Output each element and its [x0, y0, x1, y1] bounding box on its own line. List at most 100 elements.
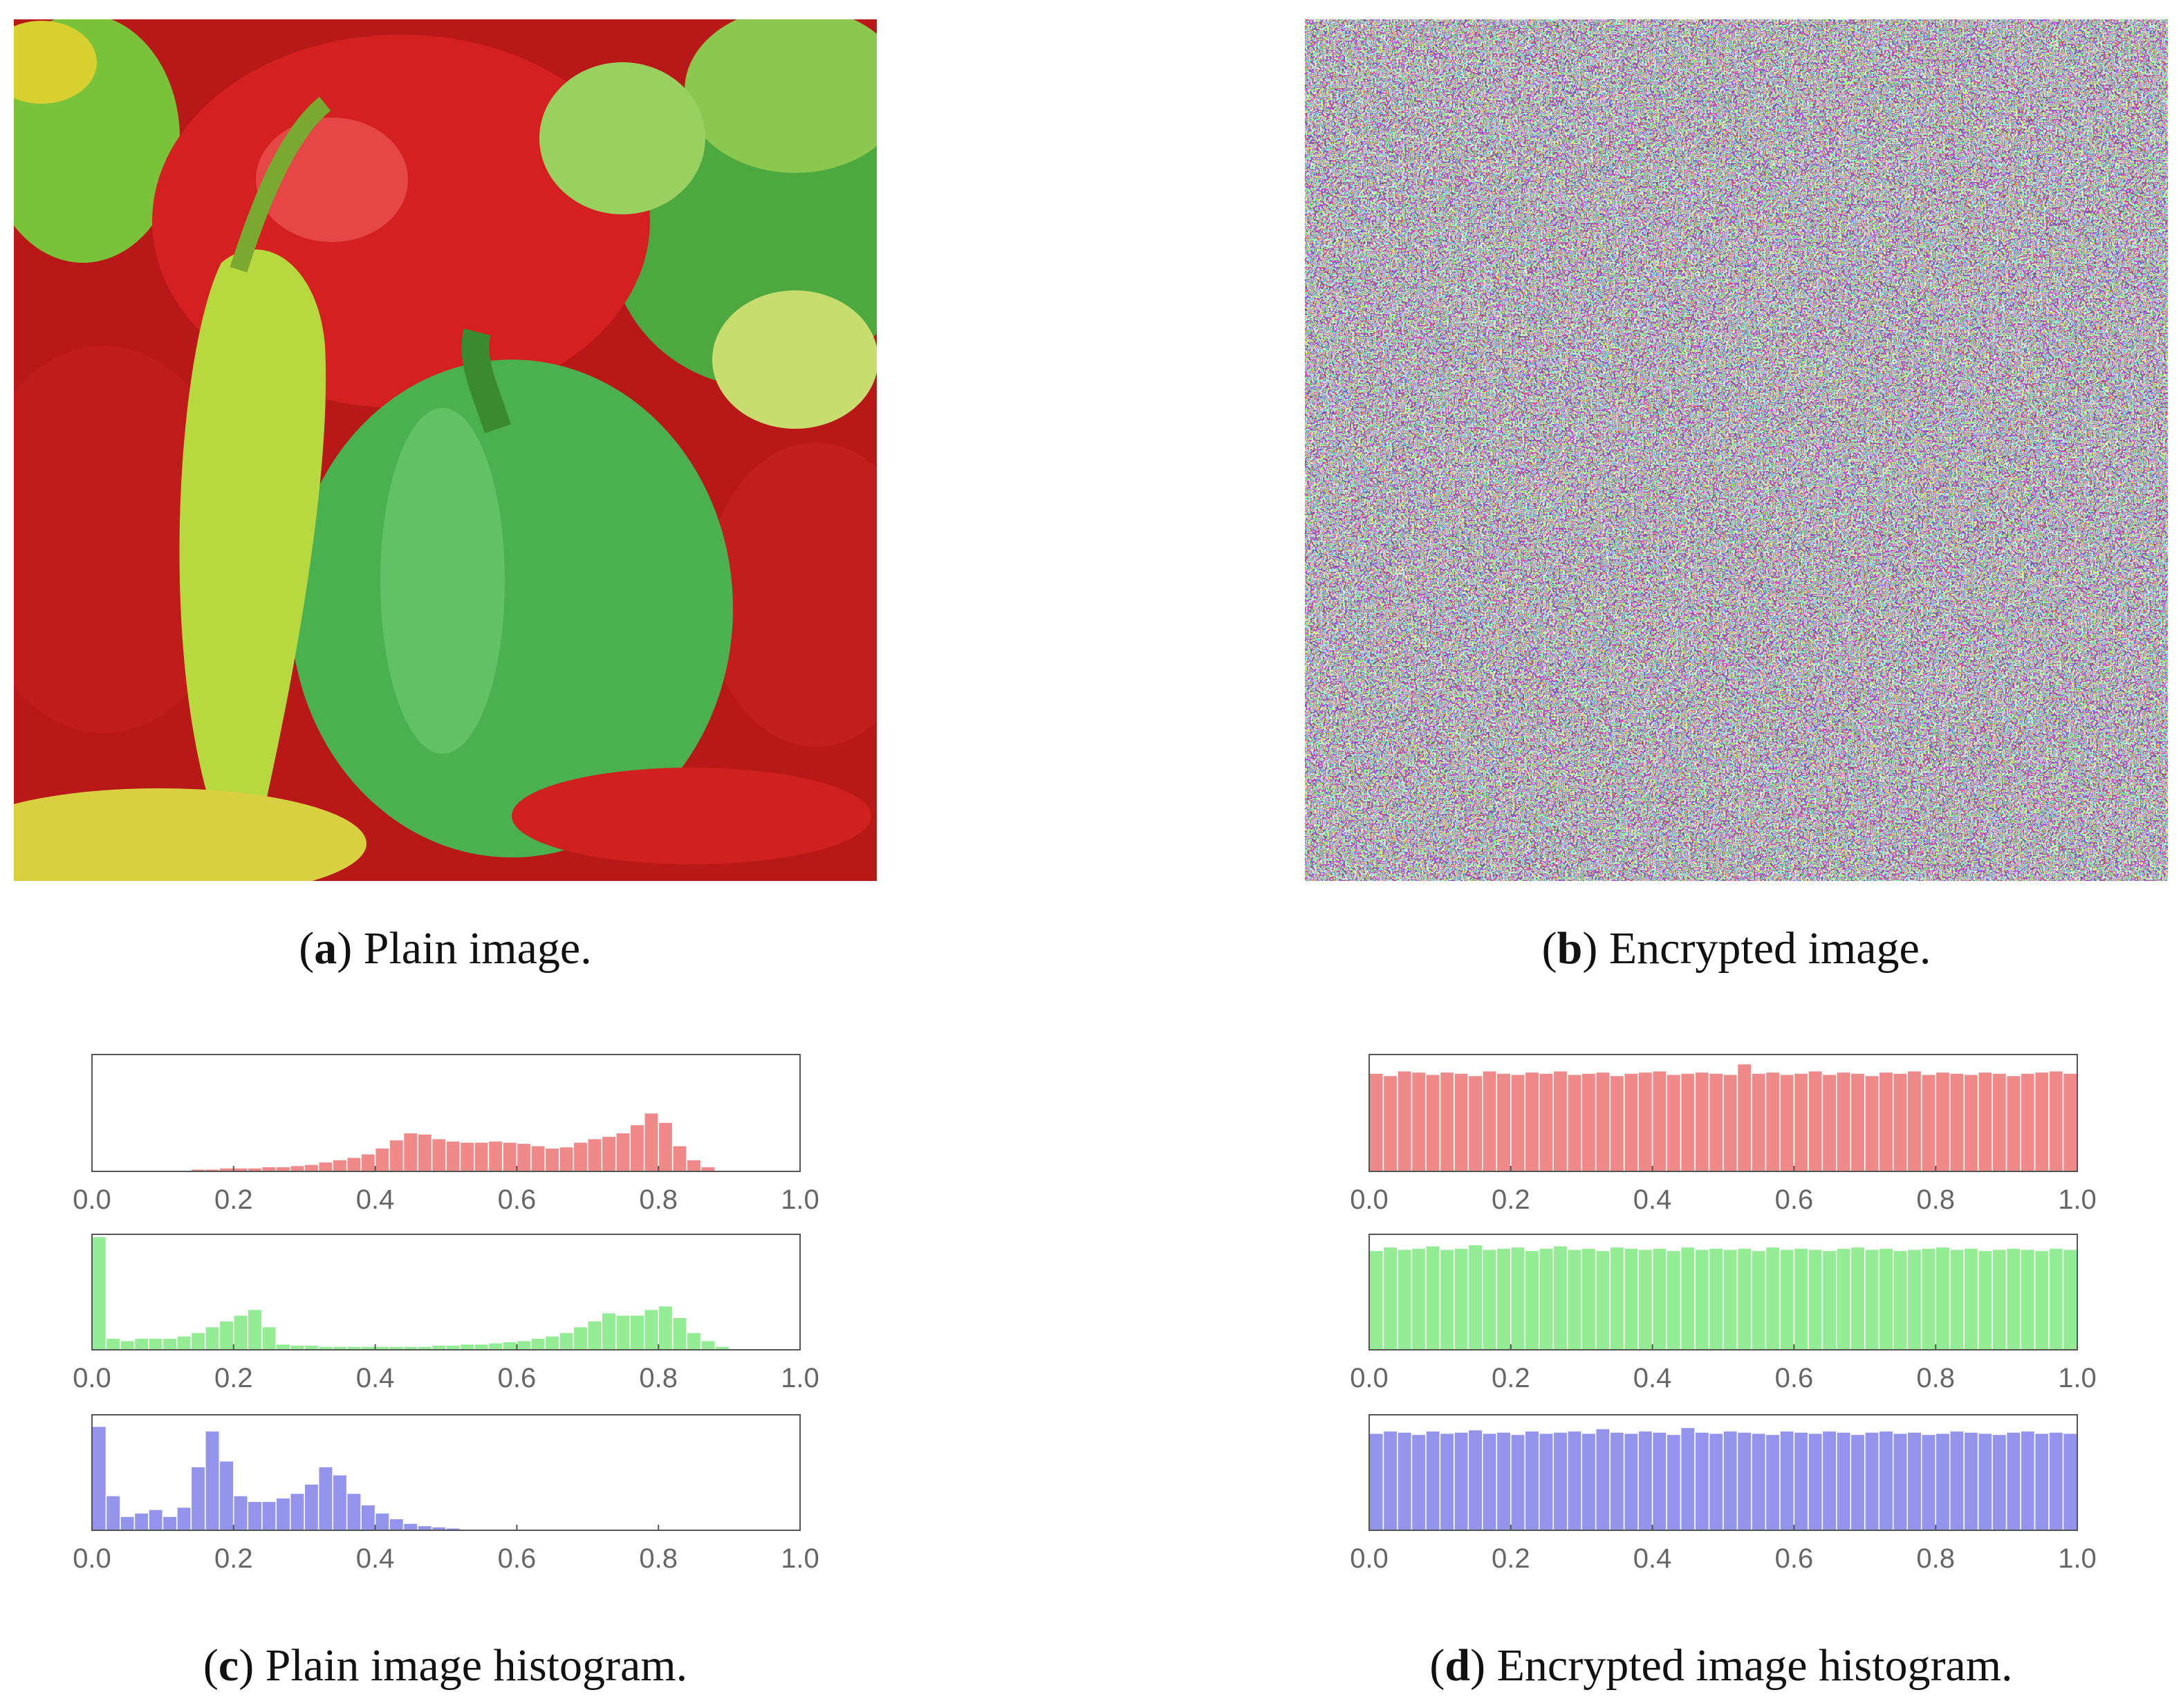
bar	[1977, 1432, 1993, 1531]
bar	[1411, 1071, 1427, 1172]
bar	[1808, 1248, 1823, 1350]
bar	[1411, 1247, 1427, 1350]
x-tick-label: 0.4	[356, 1363, 395, 1393]
plot-frame	[91, 1414, 801, 1531]
bar	[686, 1332, 702, 1350]
bar	[1467, 1075, 1483, 1172]
bar	[317, 1466, 333, 1531]
bar	[2034, 1250, 2050, 1350]
bar	[1510, 1246, 1526, 1350]
bar	[360, 1153, 376, 1172]
bar	[289, 1164, 305, 1172]
x-tick-label: 0.0	[1350, 1543, 1389, 1574]
bar	[1368, 1432, 1384, 1531]
bar	[1552, 1070, 1568, 1172]
bar	[2048, 1247, 2064, 1350]
x-tick-label: 0.0	[1350, 1185, 1389, 1215]
bar	[671, 1317, 687, 1350]
bar	[1496, 1247, 1512, 1350]
bar	[516, 1339, 532, 1350]
bar	[1949, 1073, 1965, 1172]
bar	[289, 1344, 305, 1350]
bar	[1751, 1432, 1767, 1531]
bar	[459, 1142, 475, 1172]
bar	[544, 1147, 560, 1172]
bar	[1836, 1071, 1852, 1172]
bar	[1850, 1246, 1866, 1350]
bar	[219, 1460, 234, 1531]
bar	[1708, 1247, 1724, 1350]
bar	[261, 1166, 277, 1172]
bar	[700, 1166, 716, 1172]
bar	[1963, 1431, 1979, 1531]
bar	[176, 1335, 192, 1350]
bar	[304, 1344, 319, 1350]
caption: (b) Encrypted image.	[1542, 923, 1931, 974]
bar	[1821, 1250, 1837, 1350]
bar	[1609, 1246, 1625, 1350]
bar	[346, 1492, 362, 1531]
x-tick-label: 0.8	[639, 1363, 678, 1393]
bar	[1779, 1073, 1795, 1172]
bar	[643, 1112, 659, 1172]
plot-frame	[1368, 1054, 2078, 1172]
bar	[1680, 1427, 1696, 1531]
bar	[247, 1501, 263, 1531]
bar	[261, 1501, 277, 1531]
bar	[1935, 1071, 1951, 1172]
bar	[1963, 1247, 1979, 1350]
bar	[573, 1326, 588, 1350]
bar	[1977, 1071, 1993, 1172]
bar	[658, 1305, 674, 1350]
bar	[1906, 1070, 1922, 1172]
bar	[91, 1236, 107, 1350]
bar	[289, 1492, 305, 1531]
x-tick-label: 0.4	[1633, 1543, 1672, 1574]
caption-part: ) Encrypted image histogram.	[1470, 1640, 2012, 1691]
bar	[1496, 1073, 1512, 1172]
bar	[1836, 1247, 1852, 1350]
bar	[2034, 1432, 2050, 1531]
caption: (a) Plain image.	[299, 923, 591, 974]
x-tick-label: 0.6	[498, 1363, 537, 1393]
bar	[317, 1161, 333, 1172]
bar	[686, 1159, 702, 1172]
bar	[1751, 1250, 1767, 1350]
x-tick-label: 0.0	[73, 1543, 111, 1574]
bar	[1411, 1433, 1427, 1531]
bar	[1893, 1250, 1908, 1350]
bar	[1836, 1431, 1852, 1531]
bar	[1821, 1073, 1837, 1172]
bar	[1552, 1431, 1568, 1531]
bar	[1977, 1250, 1993, 1350]
bar	[573, 1142, 588, 1172]
x-tick-label: 1.0	[781, 1363, 819, 1393]
bar	[1949, 1430, 1965, 1531]
bar	[1821, 1430, 1837, 1531]
bar	[374, 1147, 390, 1172]
bar	[502, 1142, 518, 1172]
bar	[389, 1139, 405, 1172]
bar	[205, 1430, 221, 1531]
bar	[1382, 1246, 1398, 1350]
bar	[1581, 1073, 1597, 1172]
bar	[1666, 1073, 1682, 1172]
bar	[389, 1518, 405, 1531]
bar	[530, 1337, 546, 1350]
bar	[587, 1320, 603, 1350]
bar	[205, 1326, 221, 1350]
bar	[1694, 1248, 1710, 1350]
bar	[1765, 1433, 1781, 1531]
bar	[1368, 1250, 1384, 1350]
bar	[1595, 1428, 1611, 1531]
bar	[1878, 1071, 1894, 1172]
bar	[1581, 1432, 1597, 1531]
plot-frame	[1368, 1234, 2078, 1350]
bar	[2048, 1070, 2064, 1172]
bar	[1524, 1071, 1540, 1172]
bar	[544, 1335, 560, 1350]
bar	[2020, 1430, 2036, 1531]
bar	[1454, 1431, 1469, 1531]
bar	[1850, 1433, 1866, 1531]
bar	[1454, 1247, 1469, 1350]
